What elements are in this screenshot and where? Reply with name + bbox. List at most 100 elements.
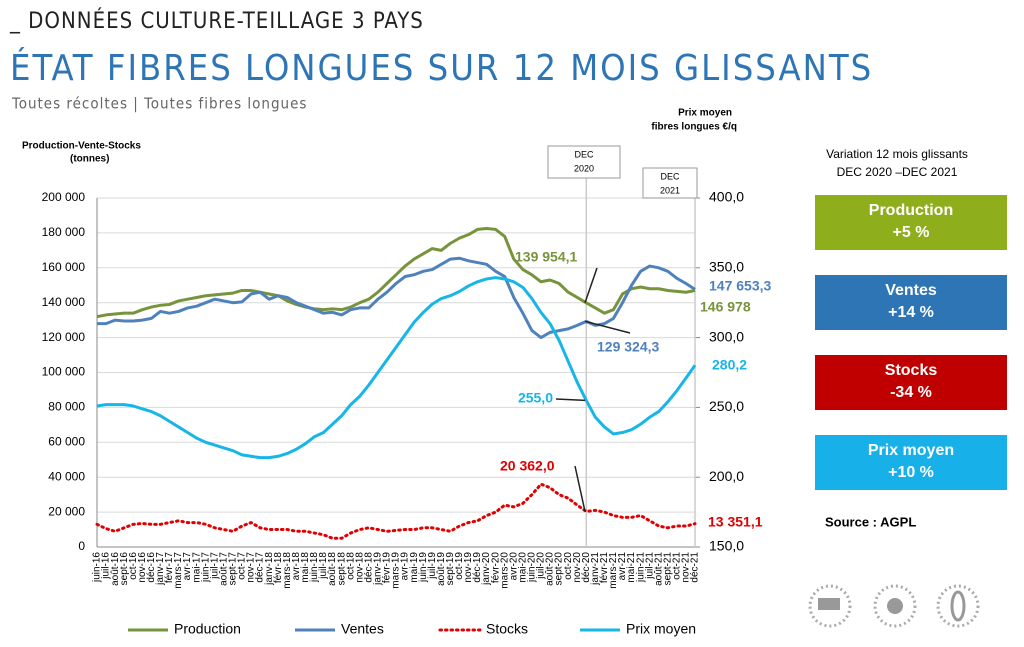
marker-label: DEC — [574, 149, 594, 159]
legend-label: Prix moyen — [626, 621, 696, 637]
x-tick-label: juil-19 — [427, 552, 438, 580]
x-tick-label: nov-17 — [246, 552, 257, 583]
x-tick-label: mars-19 — [391, 552, 402, 589]
y-tick-label: 120 000 — [42, 330, 86, 344]
x-tick-label: mai-18 — [300, 552, 311, 583]
x-tick-label: août-18 — [327, 552, 338, 586]
x-tick-label: mars-17 — [173, 552, 184, 589]
y2-tick-label: 200,0 — [709, 468, 744, 484]
x-tick-label: sept-17 — [228, 552, 239, 586]
header: _ DONNÉES CULTURE-TEILLAGE 3 PAYS — [9, 8, 424, 34]
x-tick-label: déc-21 — [690, 552, 701, 583]
variation-value: -34 % — [890, 384, 932, 401]
x-tick-label: mars-20 — [499, 552, 510, 589]
subtitle: Toutes récoltes | Toutes fibres longues — [11, 95, 307, 113]
variation-label: Production — [869, 202, 953, 219]
y2-tick-label: 150,0 — [709, 538, 744, 554]
x-tick-label: oct-20 — [563, 552, 574, 580]
x-tick-label: juin-17 — [200, 552, 211, 583]
leader-line — [584, 267, 598, 304]
x-tick-label: avr-19 — [400, 552, 411, 581]
x-tick-label: févr-21 — [599, 552, 610, 584]
data-label: 20 362,0 — [500, 458, 555, 474]
y2-tick-label: 350,0 — [709, 259, 744, 275]
data-label: 13 351,1 — [708, 514, 763, 530]
leader-line — [574, 465, 586, 512]
legend-label: Ventes — [341, 621, 384, 637]
variation-value: +10 % — [888, 464, 934, 481]
marker-label: 2020 — [574, 163, 594, 173]
y2-label: Prix moyen — [678, 108, 732, 119]
x-tick-label: oct-19 — [454, 552, 465, 580]
y-label: Production-Vente-Stocks — [22, 141, 141, 152]
x-tick-label: juil-16 — [101, 552, 112, 580]
leader-line — [555, 398, 586, 402]
x-tick-label: nov-18 — [354, 552, 365, 583]
x-tick-label: janv-21 — [590, 552, 601, 586]
x-tick-label: mars-21 — [608, 552, 619, 589]
x-tick-label: nov-19 — [463, 552, 474, 583]
variation-value: +14 % — [888, 304, 934, 321]
marker-box — [547, 145, 621, 179]
y-tick-label: 80 000 — [48, 400, 85, 414]
variation-title: DEC 2020 –DEC 2021 — [837, 165, 958, 179]
x-tick-label: févr-20 — [490, 552, 501, 584]
series-line — [95, 482, 697, 540]
y-label: (tonnes) — [70, 154, 109, 165]
marker-label: 2021 — [660, 185, 680, 195]
y-tick-label: 40 000 — [48, 469, 85, 483]
title: ÉTAT FIBRES LONGUES SUR 12 MOIS GLISSANT… — [10, 47, 873, 89]
x-tick-label: juil-21 — [644, 552, 655, 580]
data-label: 139 954,1 — [515, 249, 577, 265]
y-tick-label: 0 — [78, 539, 85, 553]
x-tick-label: nov-21 — [681, 552, 692, 583]
x-tick-label: mars-18 — [282, 552, 293, 589]
x-tick-label: sept-18 — [336, 552, 347, 586]
marker-label: DEC — [660, 171, 680, 181]
x-tick-label: oct-18 — [345, 552, 356, 580]
logos — [808, 584, 980, 628]
y-tick-label: 160 000 — [42, 260, 86, 274]
x-tick-label: févr-18 — [273, 552, 284, 584]
x-tick-label: avr-20 — [508, 552, 519, 581]
series-line — [96, 276, 697, 460]
y-tick-label: 140 000 — [42, 295, 86, 309]
variation-title: Variation 12 mois glissants — [826, 147, 968, 161]
variation-label: Stocks — [885, 362, 938, 379]
leader-line — [584, 320, 631, 334]
x-tick-label: juil-17 — [209, 552, 220, 580]
data-label: 280,2 — [712, 357, 747, 373]
x-tick-label: déc-20 — [581, 552, 592, 583]
x-tick-label: avr-17 — [182, 552, 193, 581]
x-tick-label: oct-16 — [128, 552, 139, 580]
x-tick-label: juin-19 — [418, 552, 429, 583]
y-tick-label: 200 000 — [42, 190, 86, 204]
x-tick-label: juin-21 — [635, 552, 646, 583]
x-tick-label: déc-19 — [472, 552, 483, 583]
x-tick-label: juin-20 — [527, 552, 538, 583]
variation-value: +5 % — [893, 224, 930, 241]
x-tick-label: juil-20 — [536, 552, 547, 580]
series-line — [96, 227, 696, 319]
x-tick-label: août-19 — [436, 552, 447, 586]
x-tick-label: oct-17 — [237, 552, 248, 580]
y2-label: fibres longues €/q — [651, 122, 737, 133]
y-tick-label: 20 000 — [48, 504, 85, 518]
x-tick-label: juin-16 — [92, 552, 103, 583]
x-tick-label: août-21 — [653, 552, 664, 586]
x-tick-label: déc-18 — [363, 552, 374, 583]
x-tick-label: janv-20 — [481, 552, 492, 586]
x-tick-label: mai-20 — [517, 552, 528, 583]
x-tick-label: sept-19 — [445, 552, 456, 586]
x-tick-label: avr-21 — [617, 552, 628, 581]
x-tick-label: févr-17 — [164, 552, 175, 584]
x-tick-label: août-16 — [110, 552, 121, 586]
x-tick-label: avr-18 — [291, 552, 302, 581]
x-tick-label: janv-19 — [373, 552, 384, 586]
x-tick-label: août-20 — [545, 552, 556, 586]
variation-label: Ventes — [885, 282, 937, 299]
x-tick-label: déc-17 — [255, 552, 266, 583]
variation-box — [815, 195, 1007, 250]
source: Source : AGPL — [825, 514, 916, 529]
